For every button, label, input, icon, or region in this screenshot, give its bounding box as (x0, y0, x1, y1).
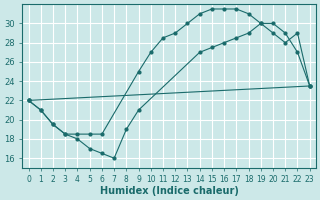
X-axis label: Humidex (Indice chaleur): Humidex (Indice chaleur) (100, 186, 239, 196)
